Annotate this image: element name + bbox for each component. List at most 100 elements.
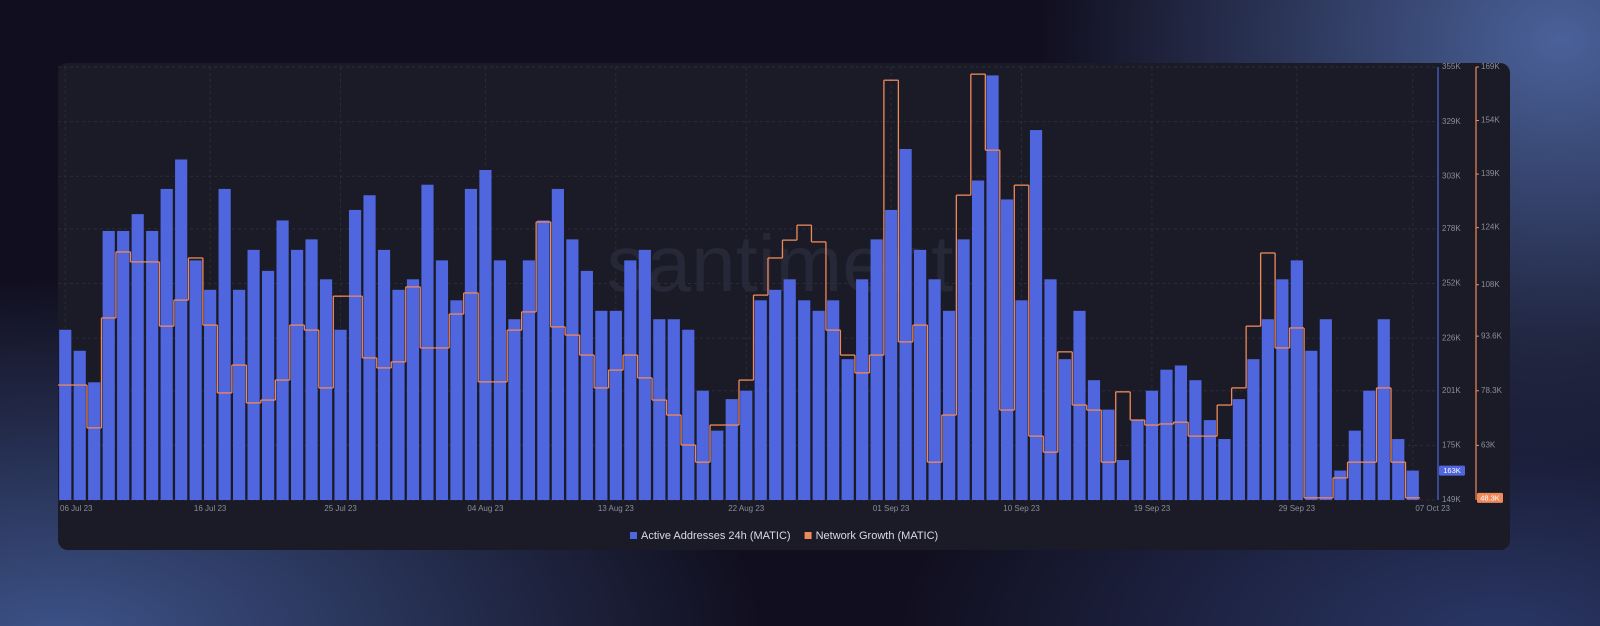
bar <box>59 329 72 500</box>
bar <box>262 270 275 500</box>
bar <box>522 260 535 500</box>
bar <box>1247 359 1260 500</box>
bar <box>392 289 405 500</box>
bar <box>551 188 564 500</box>
bar <box>450 300 463 500</box>
y2-tick-label: 78.3K <box>1481 386 1503 395</box>
bar <box>1102 409 1115 500</box>
current-badge <box>1439 465 1465 476</box>
bar <box>798 300 811 500</box>
legend-swatch <box>804 532 812 539</box>
bar <box>1203 420 1216 500</box>
y2-tick-label: 154K <box>1481 116 1500 125</box>
bar <box>1189 380 1202 500</box>
bar <box>1334 470 1347 500</box>
bar <box>1406 470 1419 500</box>
bar <box>580 270 593 500</box>
y2-tick-label: 63K <box>1481 440 1496 449</box>
bar <box>1305 350 1318 500</box>
bar <box>1232 399 1245 500</box>
x-tick-label: 06 Jul 23 <box>60 504 93 513</box>
legend-swatch <box>630 532 637 539</box>
bar <box>175 159 188 500</box>
bar <box>653 319 666 500</box>
bar <box>1290 260 1303 500</box>
bar <box>1116 460 1130 500</box>
bar <box>682 329 695 500</box>
y-tick-label: 355K <box>1442 62 1461 71</box>
bar <box>421 184 434 500</box>
current-label: 48.3K <box>1480 493 1500 502</box>
bar <box>1044 279 1057 500</box>
bar <box>247 249 260 500</box>
bar <box>1348 430 1361 500</box>
bar <box>102 230 115 500</box>
bar <box>1058 359 1072 500</box>
bar <box>928 279 941 500</box>
y-tick-label: 175K <box>1442 440 1461 449</box>
bar <box>957 239 970 500</box>
bar <box>696 390 709 500</box>
bar <box>233 289 246 500</box>
bar <box>783 279 796 500</box>
bar <box>1276 279 1289 500</box>
bar <box>276 220 289 500</box>
bar <box>1160 369 1173 500</box>
bar <box>1261 319 1274 500</box>
y2-tick-label: 169K <box>1481 62 1500 71</box>
x-tick-label: 04 Aug 23 <box>467 504 504 513</box>
bar <box>1392 439 1405 500</box>
current-badge <box>1477 492 1503 503</box>
bar <box>146 230 159 500</box>
bar <box>117 230 130 500</box>
bar <box>1029 130 1043 500</box>
current-label: 163K <box>1443 466 1461 475</box>
bar <box>508 319 521 500</box>
bar <box>1087 380 1101 500</box>
bar <box>363 195 376 500</box>
y2-tick-label: 108K <box>1481 280 1500 289</box>
bar <box>754 300 767 500</box>
bar <box>638 249 651 500</box>
x-tick-label: 22 Aug 23 <box>728 504 765 513</box>
bar <box>740 390 753 500</box>
bar <box>914 249 927 500</box>
bar <box>377 249 391 500</box>
y-tick-label: 201K <box>1442 386 1461 395</box>
bar <box>537 220 550 500</box>
bar <box>464 188 478 500</box>
x-tick-label: 10 Sep 23 <box>1003 504 1040 513</box>
x-tick-label: 16 Jul 23 <box>194 504 227 513</box>
bar <box>986 75 999 500</box>
y-tick-label: 252K <box>1442 279 1461 288</box>
bar <box>1000 199 1014 500</box>
bar <box>1174 365 1188 500</box>
legend-label: Network Growth (MATIC) <box>816 530 939 542</box>
bar <box>725 399 738 500</box>
bar <box>435 260 449 500</box>
bar <box>406 279 420 500</box>
bar <box>131 214 144 500</box>
bar <box>305 239 318 500</box>
bar <box>1218 439 1231 500</box>
x-tick-label: 19 Sep 23 <box>1134 504 1171 513</box>
y-tick-label: 278K <box>1442 224 1461 233</box>
bar <box>943 310 956 500</box>
bar <box>88 382 101 500</box>
bar <box>348 209 362 500</box>
x-tick-label: 13 Aug 23 <box>598 504 635 513</box>
y-tick-label: 226K <box>1442 333 1461 342</box>
bar <box>827 300 840 500</box>
y-tick-label: 329K <box>1442 117 1461 126</box>
bar <box>189 260 202 500</box>
bar <box>609 310 622 500</box>
bar <box>812 310 825 500</box>
bar <box>624 260 637 500</box>
y2-tick-label: 93.6K <box>1481 331 1503 340</box>
bar <box>218 188 231 500</box>
bar <box>870 239 883 500</box>
x-tick-label: 07 Oct 23 <box>1415 504 1450 513</box>
bar <box>769 289 782 500</box>
